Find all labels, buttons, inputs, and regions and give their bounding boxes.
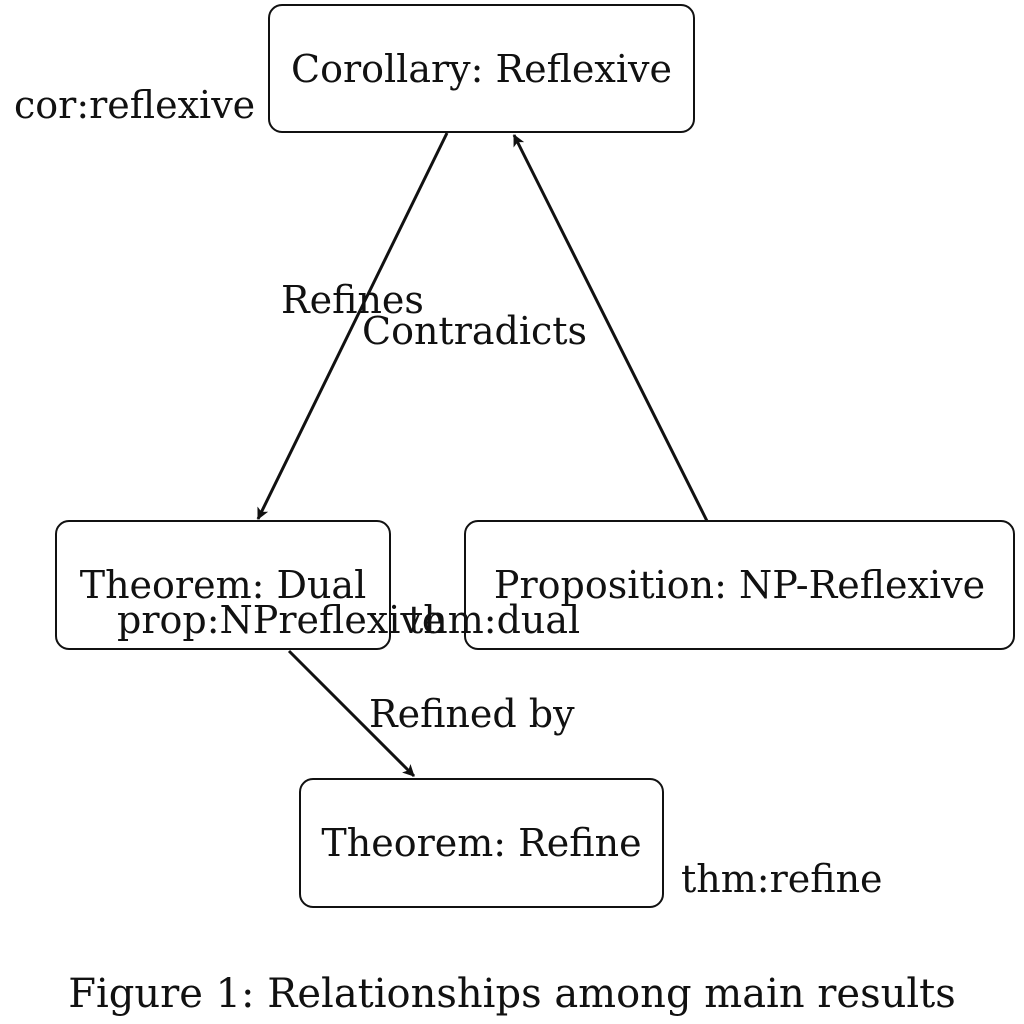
- figure-caption: Figure 1: Relationships among main resul…: [68, 971, 956, 1017]
- node-theorem-dual: Theorem: Dual: [55, 520, 391, 650]
- ref-label-cor-reflexive: cor:reflexive: [14, 83, 256, 127]
- ref-label-prop-npreflexive: prop:NPreflexive: [117, 598, 445, 642]
- edge-label-contradicts: Contradicts: [362, 309, 588, 353]
- node-theorem-refine-title: Theorem: Refine: [321, 821, 642, 865]
- edge-refined-by: [287, 649, 416, 778]
- edge-label-refined-by: Refined by: [369, 692, 575, 736]
- edge-contradicts: [512, 134, 709, 522]
- node-corollary-reflexive-title: Corollary: Reflexive: [291, 46, 672, 91]
- node-proposition-np-reflexive: Proposition: NP-Reflexive: [464, 520, 1015, 650]
- node-proposition-np-reflexive-title: Proposition: NP-Reflexive: [493, 563, 986, 607]
- node-theorem-dual-title: Theorem: Dual: [79, 563, 367, 607]
- edge-label-refines: Refines: [281, 278, 424, 322]
- node-corollary-reflexive: Corollary: Reflexive: [268, 4, 695, 133]
- node-theorem-refine: Theorem: Refine: [299, 778, 664, 908]
- ref-label-thm-dual: thm:dual: [408, 598, 581, 642]
- ref-label-thm-refine: thm:refine: [681, 857, 883, 901]
- edge-refines: [256, 132, 449, 520]
